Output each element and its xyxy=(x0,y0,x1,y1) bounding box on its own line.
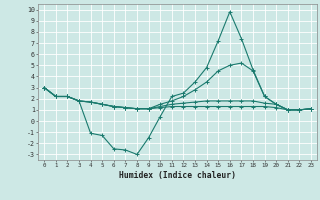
X-axis label: Humidex (Indice chaleur): Humidex (Indice chaleur) xyxy=(119,171,236,180)
